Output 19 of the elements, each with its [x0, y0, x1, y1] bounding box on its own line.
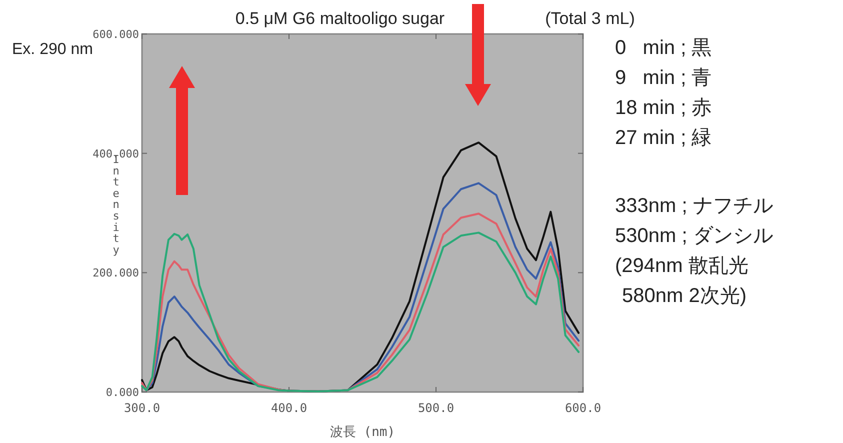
x-tick-label: 400.0 — [270, 401, 308, 415]
x-tick-label: 300.0 — [124, 401, 160, 415]
y-tick-label: 200.000 — [92, 266, 139, 280]
text: (294nm 散乱光 — [615, 255, 748, 277]
text: 530nm ; ダンシル — [615, 225, 773, 247]
text: 18 min ; 赤 — [615, 97, 712, 119]
text: 27 min ; 緑 — [615, 127, 712, 149]
x-tick-label: 600.0 — [564, 401, 602, 415]
text: (Total 3 mL) — [545, 9, 635, 28]
text: 9 min ; 青 — [615, 67, 712, 89]
x-tick-label: 500.0 — [418, 401, 454, 415]
text: 333nm ; ナフチル — [615, 195, 773, 217]
text: 0 min ; 黒 — [615, 37, 712, 59]
y-tick-label: 600.000 — [92, 28, 139, 41]
text: Ex. 290 nm — [12, 41, 93, 58]
x-axis-title: 波長 (nm) — [330, 425, 396, 440]
y-tick-label: 0.000 — [106, 386, 139, 399]
text: 0.5 μM G6 maltooligo sugar — [235, 9, 445, 28]
text: 580nm 2次光) — [622, 285, 746, 307]
